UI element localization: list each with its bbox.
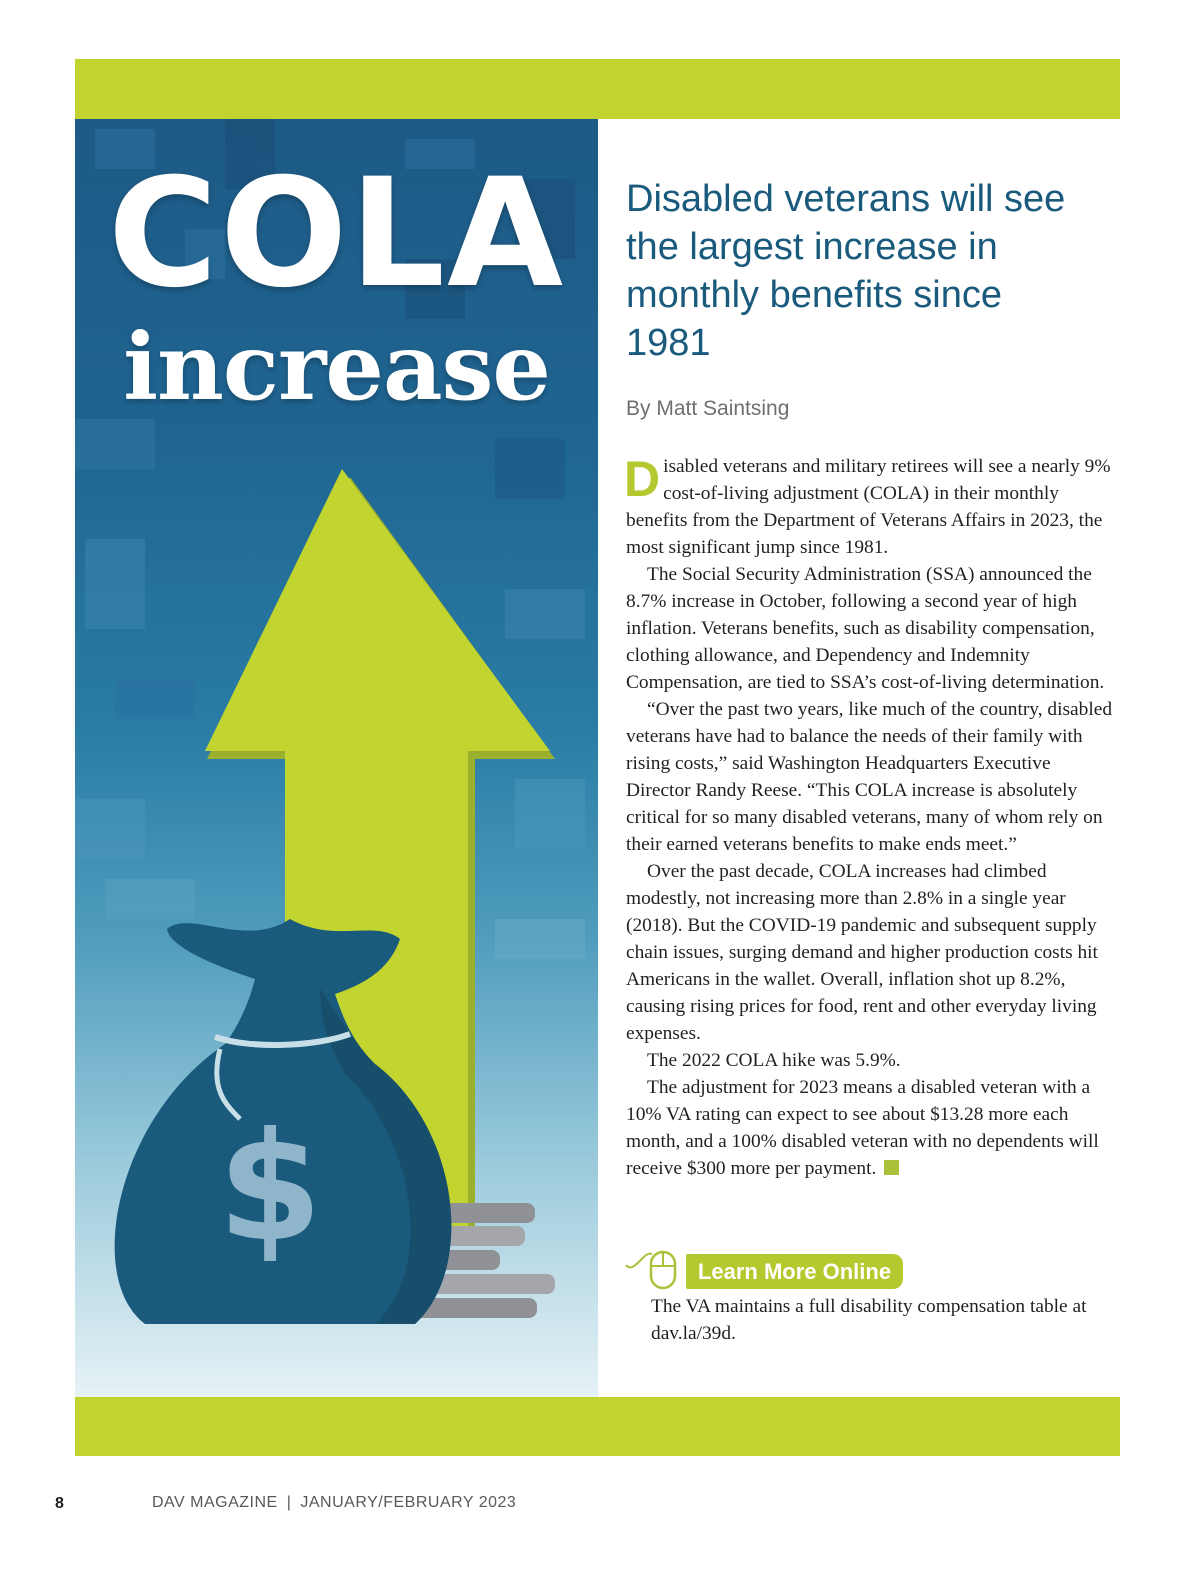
running-footer: DAV MAGAZINE | JANUARY/FEBRUARY 2023 <box>152 1494 516 1512</box>
body-paragraph: The 2022 COLA hike was 5.9%. <box>647 1050 901 1071</box>
paragraph-text: isabled veterans and military retirees w… <box>626 456 1111 558</box>
body-paragraph: Over the past decade, COLA increases had… <box>626 861 1098 1044</box>
drop-cap: D <box>624 451 661 507</box>
publication-name: DAV MAGAZINE <box>152 1494 278 1511</box>
computer-mouse-icon <box>625 1250 677 1290</box>
body-paragraph: “Over the past two years, like much of t… <box>626 699 1113 855</box>
headline-cola: COLA <box>107 147 566 321</box>
learn-more-text: The VA maintains a full disability compe… <box>651 1296 1087 1344</box>
article-byline: By Matt Saintsing <box>626 397 790 420</box>
article-deck: Disabled veterans will see the largest i… <box>626 178 1066 364</box>
top-accent-band <box>75 59 1120 119</box>
svg-text:$: $ <box>218 1101 322 1275</box>
camouflage-pattern <box>75 119 585 959</box>
bottom-accent-band <box>75 1397 1120 1456</box>
illustration-canvas: $ <box>75 119 585 1324</box>
money-bag-icon: $ <box>114 919 452 1324</box>
issue-date: JANUARY/FEBRUARY 2023 <box>300 1494 517 1511</box>
end-of-story-mark <box>884 1160 900 1175</box>
learn-more-box: Learn More Online The VA maintains a ful… <box>624 1240 1104 1350</box>
headline-increase: increase <box>123 313 551 421</box>
paragraph-text: The adjustment for 2023 means a disabled… <box>626 1077 1099 1179</box>
footer-separator: | <box>286 1494 292 1511</box>
body-paragraph: The Social Security Administration (SSA)… <box>626 564 1105 693</box>
cover-illustration: $ COLA increase <box>75 119 598 1397</box>
body-paragraph: The adjustment for 2023 means a disabled… <box>626 1074 1116 1182</box>
page-number: 8 <box>55 1495 64 1512</box>
learn-more-online-link[interactable]: Learn More Online <box>686 1254 903 1289</box>
